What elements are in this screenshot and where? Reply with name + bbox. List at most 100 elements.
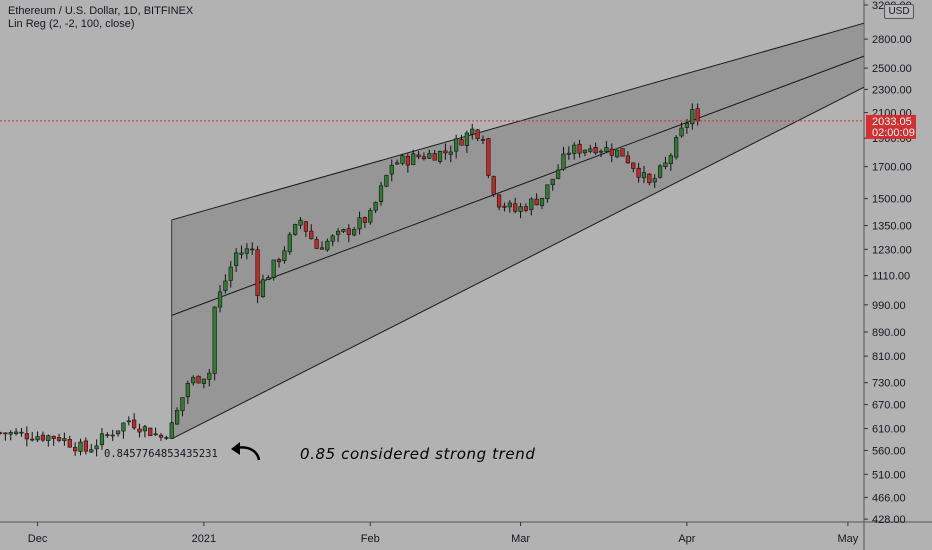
candle[interactable] [40, 431, 46, 442]
candle[interactable] [534, 193, 539, 206]
candle[interactable] [335, 228, 341, 242]
candle[interactable] [99, 428, 105, 450]
candle[interactable] [625, 151, 630, 164]
candle[interactable] [684, 118, 690, 134]
candle[interactable] [137, 423, 142, 438]
candle[interactable] [384, 174, 389, 188]
candle[interactable] [690, 103, 695, 130]
candle[interactable] [352, 226, 357, 237]
candle[interactable] [416, 151, 421, 160]
candle[interactable] [325, 238, 330, 252]
candle[interactable] [378, 181, 384, 206]
candle[interactable] [539, 197, 545, 209]
candle[interactable] [663, 156, 668, 170]
candle[interactable] [62, 432, 67, 446]
candle[interactable] [303, 221, 308, 237]
candle[interactable] [545, 184, 550, 203]
candle[interactable] [164, 435, 169, 440]
candle[interactable] [636, 162, 641, 183]
candle[interactable] [73, 442, 78, 456]
candle[interactable] [287, 232, 292, 256]
candle[interactable] [35, 431, 40, 443]
candle[interactable] [185, 380, 190, 405]
candle[interactable] [373, 201, 378, 214]
candle[interactable] [454, 134, 459, 159]
candle[interactable] [475, 128, 480, 142]
candle[interactable] [679, 122, 684, 138]
candle[interactable] [180, 397, 185, 417]
candle[interactable] [105, 432, 110, 438]
candle[interactable] [400, 153, 405, 166]
candle[interactable] [389, 159, 394, 182]
candle[interactable] [78, 438, 83, 456]
candle[interactable] [556, 164, 561, 180]
candle[interactable] [395, 159, 400, 165]
candle[interactable] [19, 427, 24, 437]
candle[interactable] [572, 142, 577, 160]
candle[interactable] [83, 437, 88, 455]
candle[interactable] [169, 421, 174, 439]
candle[interactable] [30, 431, 35, 442]
candle[interactable] [652, 174, 657, 188]
symbol-title[interactable]: Ethereum / U.S. Dollar, 1D, BITFINEX [8, 5, 194, 17]
candle[interactable] [207, 369, 212, 387]
candle[interactable] [577, 139, 582, 158]
candle[interactable] [3, 432, 8, 441]
candle[interactable] [491, 175, 496, 197]
candle[interactable] [191, 375, 196, 386]
candle[interactable] [647, 173, 652, 186]
currency-button[interactable]: USD [884, 4, 914, 19]
candle[interactable] [121, 422, 126, 439]
candle[interactable] [266, 275, 271, 280]
candle[interactable] [668, 153, 673, 171]
candle[interactable] [486, 137, 491, 179]
candle[interactable] [513, 197, 518, 214]
candle[interactable] [443, 143, 448, 160]
candle[interactable] [448, 145, 453, 163]
candle[interactable] [282, 246, 287, 264]
candle[interactable] [250, 242, 255, 255]
candle[interactable] [330, 234, 335, 247]
candle[interactable] [437, 150, 443, 164]
candle[interactable] [212, 306, 217, 381]
candle[interactable] [657, 164, 663, 179]
candle[interactable] [89, 444, 94, 454]
candle[interactable] [244, 243, 249, 260]
candle[interactable] [362, 216, 368, 229]
candle[interactable] [153, 427, 158, 436]
candle[interactable] [518, 203, 523, 219]
candle[interactable] [319, 241, 325, 250]
candle[interactable] [588, 144, 593, 154]
candle[interactable] [561, 146, 566, 171]
candle[interactable] [604, 141, 609, 153]
candle[interactable] [298, 217, 303, 230]
candle[interactable] [260, 274, 266, 298]
candle[interactable] [427, 149, 432, 160]
candle[interactable] [228, 261, 233, 288]
candle[interactable] [368, 207, 373, 225]
candle[interactable] [309, 224, 314, 240]
candle[interactable] [507, 200, 512, 213]
candle[interactable] [609, 143, 614, 163]
candle[interactable] [94, 439, 99, 457]
candle[interactable] [480, 135, 486, 145]
candle[interactable] [271, 259, 276, 281]
candle[interactable] [46, 434, 51, 447]
candle[interactable] [346, 224, 351, 243]
candle[interactable] [13, 428, 19, 436]
candle[interactable] [502, 202, 507, 212]
candle[interactable] [566, 146, 571, 160]
candle[interactable] [496, 194, 502, 211]
candle[interactable] [67, 435, 72, 448]
candle[interactable] [620, 148, 625, 157]
candle[interactable] [293, 223, 298, 236]
candle[interactable] [464, 130, 469, 153]
candle[interactable] [314, 236, 319, 249]
candle[interactable] [432, 150, 437, 161]
candle[interactable] [196, 375, 201, 384]
candle[interactable] [234, 248, 239, 272]
candle[interactable] [276, 257, 282, 268]
candle[interactable] [357, 211, 362, 235]
candle[interactable] [631, 162, 636, 173]
